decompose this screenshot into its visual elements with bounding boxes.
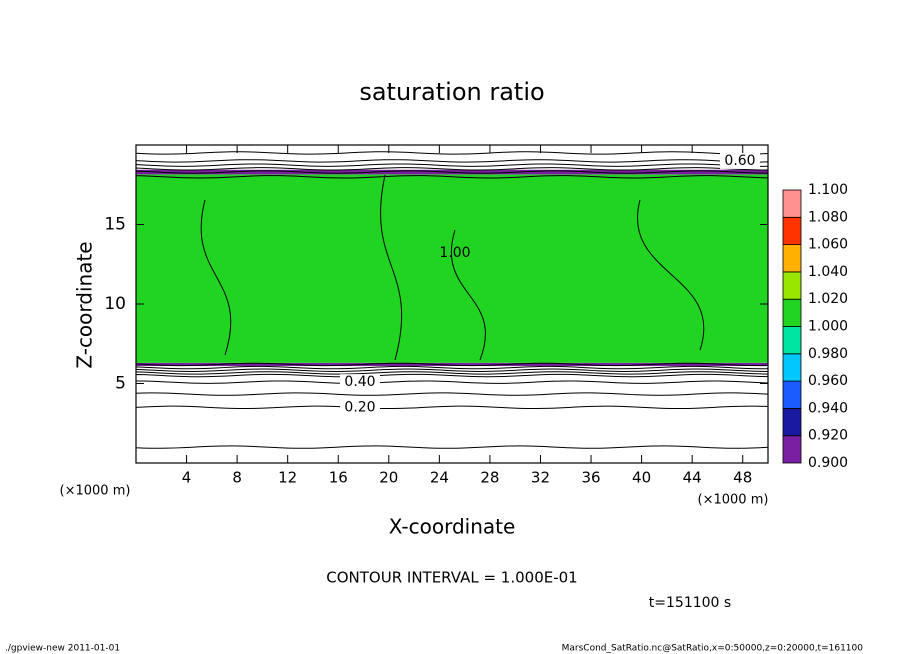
contour-label: 1.00 [439, 245, 470, 261]
heat-cell [136, 423, 768, 440]
colorbar-label: 1.040 [808, 264, 848, 280]
colorbar-label: 0.940 [808, 400, 848, 416]
heat-cell [136, 455, 768, 463]
contour-label-bg [340, 399, 380, 416]
x-tick-label: 4 [182, 469, 192, 487]
footer: ./gpview-new 2011-01-01 [5, 644, 120, 654]
colorbar-cell [782, 353, 802, 382]
x-tick-label: 40 [632, 469, 651, 487]
x-tick-label: 16 [329, 469, 348, 487]
y-tick-label: 15 [104, 215, 126, 235]
contour-line [380, 174, 403, 361]
colorbar-label: 0.980 [808, 346, 848, 362]
contour-line [637, 199, 705, 351]
colorbar-cell [782, 380, 802, 409]
colorbar-cell [782, 435, 802, 464]
contour-line [135, 380, 769, 384]
heat-cell [136, 164, 768, 170]
heat-cell [136, 148, 768, 157]
x-tick-label: 32 [531, 469, 550, 487]
x-tick-label: 36 [581, 469, 600, 487]
heat-cell [136, 269, 768, 363]
colorbar-label: 0.900 [808, 455, 848, 471]
x-tick-label: 8 [232, 469, 242, 487]
unit-label: (×1000 m) [60, 484, 131, 499]
colorbar-label: 0.960 [808, 373, 848, 389]
heat-cell [136, 403, 768, 412]
heat-cell [136, 174, 768, 270]
x-tick-label: 48 [733, 469, 752, 487]
heat-cell [136, 156, 768, 165]
contour-label: 0.40 [344, 374, 375, 390]
heat-cell [136, 362, 768, 367]
colorbar-cell [782, 407, 802, 437]
y-tick-label: 5 [115, 374, 126, 394]
contour-label-bg [340, 374, 380, 391]
x-tick-label: 24 [430, 469, 449, 487]
contour-interval: CONTOUR INTERVAL = 1.000E-01 [326, 569, 577, 587]
contour-line [135, 392, 769, 396]
time-label: t=151100 s [649, 595, 731, 611]
contour-line [450, 229, 486, 361]
colorbar-cell [782, 216, 802, 246]
x-tick-label: 12 [278, 469, 297, 487]
chart-title: saturation ratio [359, 78, 544, 106]
contour-line [135, 445, 769, 449]
x-tick-label: 20 [379, 469, 398, 487]
colorbar-cell [782, 271, 802, 300]
colorbar-label: 1.080 [808, 209, 848, 225]
contour-line [135, 371, 769, 375]
colorbar-cell [782, 189, 802, 218]
y-axis-label: Z-coordinate [73, 241, 97, 368]
contour-line [135, 368, 769, 372]
heat-cell [136, 145, 768, 149]
colorbar-label: 1.000 [808, 319, 848, 335]
contour-line [135, 362, 769, 367]
heat-cell [136, 379, 768, 388]
contour-line [135, 163, 769, 167]
heat-cell [136, 411, 768, 424]
contour-line [135, 151, 769, 155]
colorbar-cell [782, 298, 802, 327]
heat-cell [136, 387, 768, 396]
x-tick-label: 44 [683, 469, 702, 487]
contour-line [135, 167, 769, 171]
colorbar-label: 1.060 [808, 237, 848, 253]
contour-line [200, 199, 232, 356]
contour-line [135, 170, 769, 174]
heat-cell [136, 439, 768, 456]
footer: MarsCond_SatRatio.nc@SatRatio,x=0:50000,… [562, 644, 864, 654]
contour-label-bg [720, 152, 760, 169]
colorbar-label: 1.020 [808, 291, 848, 307]
contour-line [135, 159, 769, 163]
colorbar-cell [782, 326, 802, 355]
contour-label: 0.20 [344, 399, 375, 415]
contour-line [135, 405, 769, 410]
colorbar-label: 1.100 [808, 182, 848, 198]
contour-line [135, 365, 769, 370]
contour-line [135, 373, 769, 378]
x-axis-label: X-coordinate [389, 515, 516, 539]
x-tick-label: 28 [480, 469, 499, 487]
contour-label: 0.60 [724, 153, 755, 169]
heat-cell [136, 395, 768, 404]
unit-label: (×1000 m) [698, 493, 769, 508]
colorbar-cell [782, 244, 802, 273]
heat-cell [136, 366, 768, 372]
contour-line [135, 175, 769, 179]
y-tick-label: 10 [104, 294, 126, 314]
colorbar-label: 0.920 [808, 428, 848, 444]
